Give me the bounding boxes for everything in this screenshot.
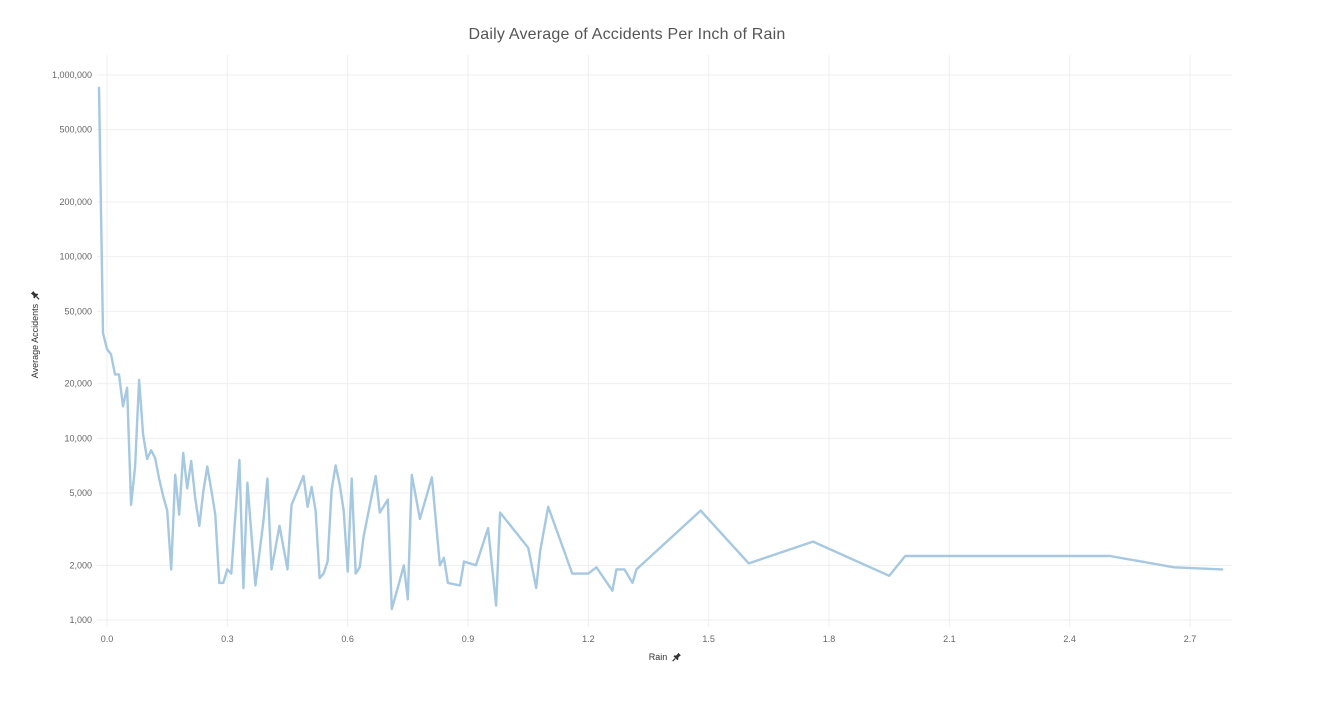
x-tick-label: 0.3 xyxy=(221,634,234,644)
x-axis-label-text: Rain xyxy=(648,652,668,662)
y-tick-label: 1,000,000 xyxy=(52,70,92,80)
x-tick-label: 2.1 xyxy=(943,634,956,644)
x-tick-label: 1.8 xyxy=(823,634,836,644)
y-tick-label: 5,000 xyxy=(69,488,92,498)
y-tick-label: 10,000 xyxy=(64,433,92,443)
chart-title: Daily Average of Accidents Per Inch of R… xyxy=(468,26,786,43)
x-tick-label: 0.9 xyxy=(462,634,475,644)
pin-icon[interactable] xyxy=(671,652,681,662)
y-tick-label: 2,000 xyxy=(69,560,92,570)
y-tick-label: 20,000 xyxy=(64,379,92,389)
x-tick-label: 0.0 xyxy=(101,634,114,644)
x-tick-label: 0.6 xyxy=(341,634,354,644)
pin-icon[interactable] xyxy=(30,290,40,300)
y-tick-label: 200,000 xyxy=(59,197,92,207)
x-tick-label: 2.4 xyxy=(1063,634,1076,644)
y-tick-label: 100,000 xyxy=(59,252,92,262)
y-tick-label: 50,000 xyxy=(64,306,92,316)
y-tick-label: 500,000 xyxy=(59,125,92,135)
x-axis-label: Rain xyxy=(649,652,682,662)
y-tick-label: 1,000 xyxy=(69,615,92,625)
x-tick-label: 2.7 xyxy=(1184,634,1197,644)
y-axis-label: Average Accidents xyxy=(30,290,40,378)
x-tick-label: 1.2 xyxy=(582,634,595,644)
series-line xyxy=(97,86,1224,611)
x-tick-label: 1.5 xyxy=(702,634,715,644)
